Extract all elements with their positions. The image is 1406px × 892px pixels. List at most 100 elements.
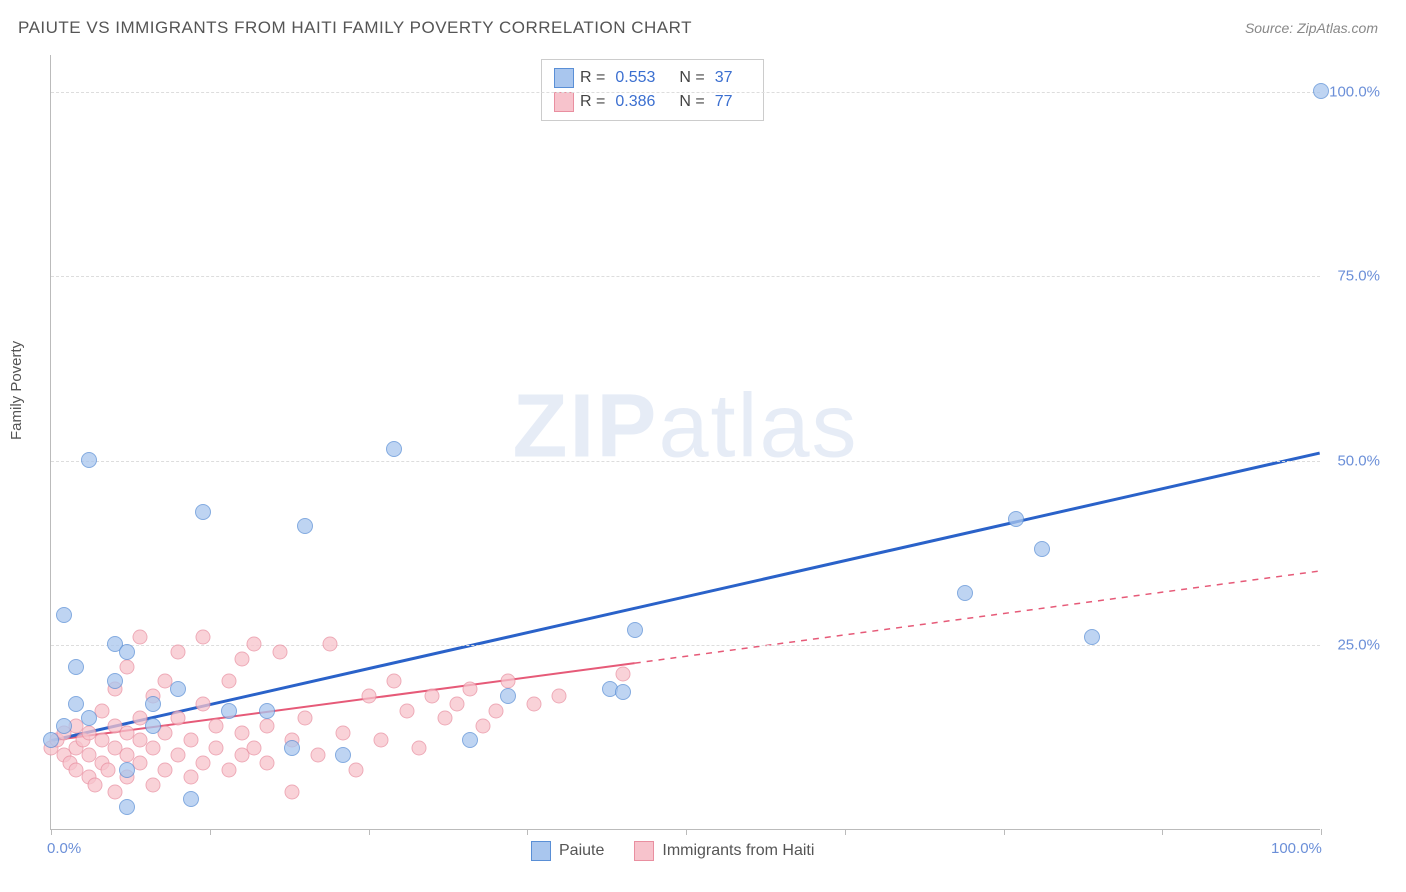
data-point	[615, 667, 630, 682]
source-prefix: Source:	[1245, 20, 1297, 36]
data-point	[526, 696, 541, 711]
data-point	[145, 696, 161, 712]
data-point	[221, 703, 237, 719]
data-point	[462, 732, 478, 748]
data-point	[171, 748, 186, 763]
gridline	[51, 92, 1320, 93]
data-point	[68, 696, 84, 712]
n-label: N =	[679, 69, 704, 87]
gridline	[51, 461, 1320, 462]
chart-container: ZIPatlas R = 0.553 N = 37 R = 0.386 N = …	[50, 55, 1380, 850]
data-point	[183, 791, 199, 807]
data-point	[196, 696, 211, 711]
swatch-haiti	[554, 92, 574, 112]
n-value-paiute: 37	[715, 69, 733, 87]
series-legend: Paiute Immigrants from Haiti	[531, 841, 834, 861]
plot-area: ZIPatlas R = 0.553 N = 37 R = 0.386 N = …	[50, 55, 1320, 830]
data-point	[81, 710, 97, 726]
y-axis-label: Family Poverty	[8, 341, 25, 440]
gridline	[51, 276, 1320, 277]
data-point	[297, 518, 313, 534]
r-label: R =	[580, 93, 605, 111]
data-point	[1313, 83, 1329, 99]
y-tick-label: 75.0%	[1337, 268, 1380, 285]
data-point	[1034, 541, 1050, 557]
data-point	[1008, 511, 1024, 527]
data-point	[145, 740, 160, 755]
data-point	[209, 718, 224, 733]
data-point	[170, 681, 186, 697]
x-tick-label: 100.0%	[1271, 840, 1322, 857]
data-point	[323, 637, 338, 652]
trend-lines	[51, 55, 1320, 829]
data-point	[336, 726, 351, 741]
n-value-haiti: 77	[715, 93, 733, 111]
data-point	[615, 684, 631, 700]
data-point	[68, 659, 84, 675]
data-point	[310, 748, 325, 763]
data-point	[463, 681, 478, 696]
legend-item-haiti: Immigrants from Haiti	[634, 841, 814, 861]
data-point	[132, 630, 147, 645]
data-point	[259, 718, 274, 733]
legend-row-haiti: R = 0.386 N = 77	[554, 90, 751, 114]
data-point	[56, 607, 72, 623]
data-point	[119, 762, 135, 778]
data-point	[196, 755, 211, 770]
data-point	[101, 762, 116, 777]
data-point	[56, 718, 72, 734]
y-tick-label: 100.0%	[1329, 83, 1380, 100]
data-point	[450, 696, 465, 711]
data-point	[119, 644, 135, 660]
data-point	[81, 452, 97, 468]
data-point	[361, 689, 376, 704]
data-point	[234, 726, 249, 741]
x-tick-label: 0.0%	[47, 840, 81, 857]
swatch-paiute	[554, 68, 574, 88]
data-point	[501, 674, 516, 689]
data-point	[552, 689, 567, 704]
x-tick-mark	[1162, 829, 1163, 835]
data-point	[298, 711, 313, 726]
x-tick-mark	[369, 829, 370, 835]
data-point	[425, 689, 440, 704]
legend-row-paiute: R = 0.553 N = 37	[554, 66, 751, 90]
data-point	[120, 659, 135, 674]
data-point	[500, 688, 516, 704]
x-tick-mark	[1004, 829, 1005, 835]
data-point	[183, 733, 198, 748]
legend-item-paiute: Paiute	[531, 841, 604, 861]
data-point	[209, 740, 224, 755]
r-value-haiti: 0.386	[615, 93, 655, 111]
data-point	[335, 747, 351, 763]
y-tick-label: 25.0%	[1337, 637, 1380, 654]
data-point	[957, 585, 973, 601]
data-point	[171, 644, 186, 659]
data-point	[386, 674, 401, 689]
swatch-paiute	[531, 841, 551, 861]
data-point	[183, 770, 198, 785]
swatch-haiti	[634, 841, 654, 861]
chart-header: PAIUTE VS IMMIGRANTS FROM HAITI FAMILY P…	[0, 0, 1406, 42]
data-point	[399, 703, 414, 718]
data-point	[88, 777, 103, 792]
data-point	[43, 732, 59, 748]
x-tick-mark	[1321, 829, 1322, 835]
data-point	[247, 740, 262, 755]
data-point	[247, 637, 262, 652]
data-point	[119, 799, 135, 815]
data-point	[348, 762, 363, 777]
data-point	[145, 777, 160, 792]
data-point	[107, 785, 122, 800]
watermark: ZIPatlas	[512, 375, 858, 478]
data-point	[627, 622, 643, 638]
data-point	[272, 644, 287, 659]
source-name: ZipAtlas.com	[1297, 20, 1378, 36]
correlation-legend: R = 0.553 N = 37 R = 0.386 N = 77	[541, 59, 764, 121]
data-point	[195, 504, 211, 520]
data-point	[145, 718, 161, 734]
x-tick-mark	[51, 829, 52, 835]
r-value-paiute: 0.553	[615, 69, 655, 87]
data-point	[259, 703, 275, 719]
gridline	[51, 645, 1320, 646]
